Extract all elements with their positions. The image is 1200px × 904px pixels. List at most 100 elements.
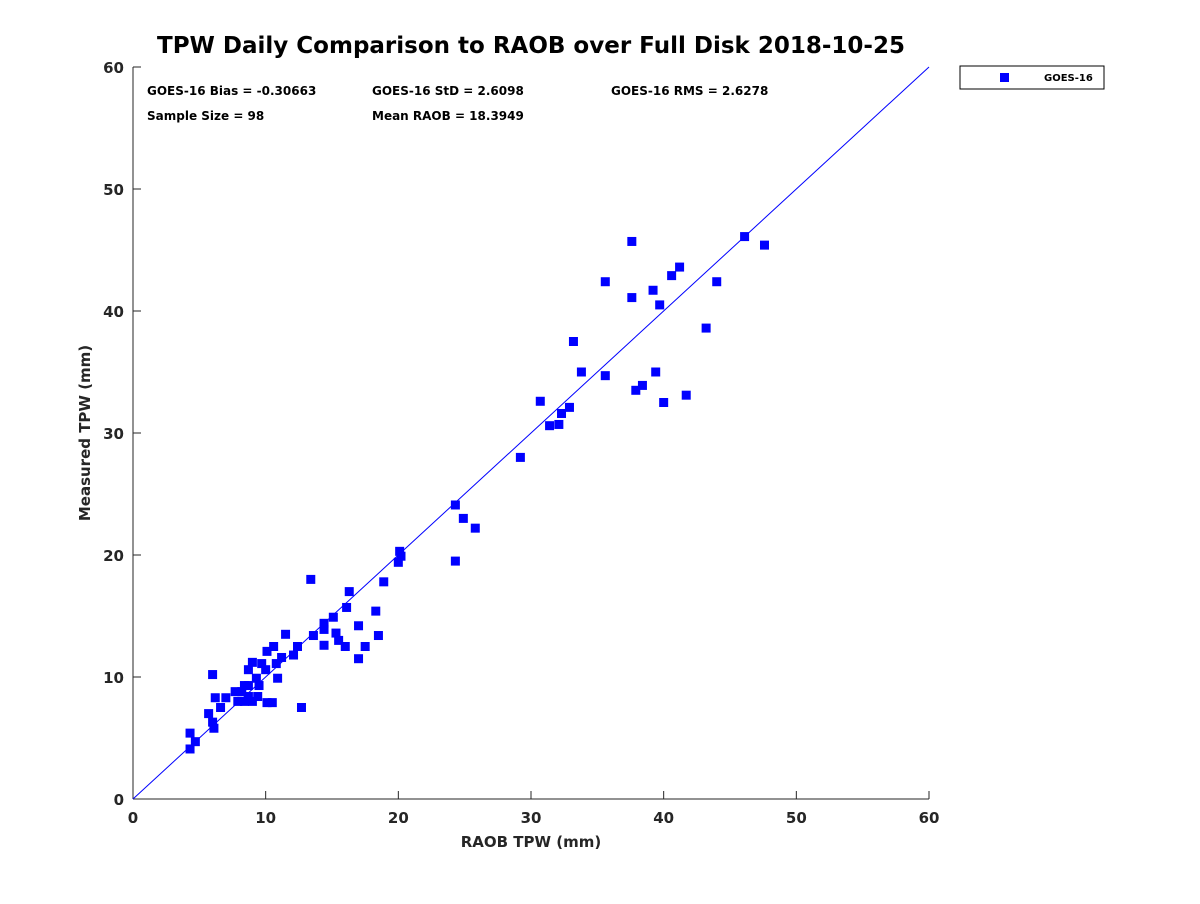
data-point	[328, 612, 338, 622]
data-point	[334, 635, 344, 645]
data-point	[379, 577, 389, 587]
data-point	[319, 624, 329, 634]
data-point	[247, 696, 257, 706]
y-tick-label: 40	[103, 303, 124, 321]
data-point	[450, 556, 460, 566]
data-point	[210, 693, 220, 703]
data-point	[659, 398, 669, 407]
data-point	[631, 385, 641, 395]
data-point	[253, 692, 263, 702]
x-tick-label: 20	[388, 809, 409, 827]
data-point	[393, 557, 403, 567]
y-tick-label: 30	[103, 425, 124, 443]
legend-label: GOES-16	[1044, 73, 1093, 84]
data-point	[308, 631, 318, 641]
data-point	[243, 665, 253, 675]
data-point	[319, 640, 329, 650]
data-point	[262, 646, 272, 656]
y-tick-label: 10	[103, 669, 124, 687]
data-point	[273, 673, 283, 683]
data-point	[190, 737, 200, 747]
data-point	[600, 277, 610, 287]
data-point	[554, 419, 564, 429]
data-point	[331, 628, 341, 638]
data-point	[360, 642, 370, 651]
data-point	[233, 696, 243, 706]
data-point	[470, 523, 480, 533]
data-point	[230, 687, 240, 697]
x-tick-label: 40	[653, 809, 674, 827]
data-point	[667, 271, 677, 281]
stat-bias: GOES-16 Bias = -0.30663	[147, 84, 316, 98]
data-points	[185, 232, 769, 754]
data-point	[701, 323, 711, 333]
stat-sample-size: Sample Size = 98	[147, 109, 264, 123]
data-point	[535, 396, 545, 406]
data-point	[208, 717, 218, 727]
x-tick-label: 0	[128, 809, 138, 827]
data-point	[237, 687, 247, 697]
data-point	[371, 606, 381, 616]
y-axis-label: Measured TPW (mm)	[76, 345, 94, 521]
data-point	[261, 665, 271, 675]
data-point	[239, 681, 249, 691]
x-tick-label: 50	[786, 809, 807, 827]
data-point	[247, 657, 257, 667]
data-point	[655, 300, 665, 310]
data-point	[269, 642, 279, 651]
data-point	[293, 642, 303, 651]
stat-std: GOES-16 StD = 2.6098	[372, 84, 524, 98]
stat-rms: GOES-16 RMS = 2.6278	[611, 84, 768, 98]
data-point	[257, 659, 267, 669]
data-point	[564, 402, 574, 412]
data-point	[545, 421, 555, 431]
x-tick-label: 60	[919, 809, 940, 827]
data-point	[185, 744, 195, 754]
data-point	[221, 693, 231, 703]
y-tick-label: 0	[114, 791, 124, 809]
legend: GOES-16	[959, 65, 1105, 90]
data-point	[344, 587, 354, 597]
x-axis-label: RAOB TPW (mm)	[461, 833, 602, 851]
data-point	[243, 692, 253, 702]
data-point	[627, 236, 637, 246]
data-point	[251, 673, 261, 683]
data-point	[627, 293, 637, 303]
data-point	[648, 285, 658, 295]
data-point	[354, 621, 364, 631]
data-point	[271, 659, 281, 669]
data-point	[712, 277, 722, 287]
data-point	[281, 629, 291, 639]
data-point	[340, 642, 350, 651]
y-tick-label: 20	[103, 547, 124, 565]
legend-marker	[1000, 73, 1009, 82]
data-point	[395, 546, 405, 556]
y-tick-label: 50	[103, 181, 124, 199]
data-point	[515, 452, 525, 462]
data-point	[216, 703, 226, 712]
data-point	[296, 703, 306, 712]
data-point	[681, 390, 691, 400]
data-point	[740, 232, 750, 242]
y-tick-label: 60	[103, 59, 124, 77]
data-point	[254, 681, 264, 691]
data-point	[289, 650, 299, 660]
data-point	[576, 367, 586, 377]
one-to-one-line	[132, 66, 930, 800]
data-point	[568, 337, 578, 346]
data-point	[651, 367, 661, 377]
x-tick-label: 10	[255, 809, 276, 827]
data-point	[319, 618, 329, 628]
legend-box	[959, 65, 1105, 90]
data-point	[204, 709, 214, 719]
data-point	[458, 513, 468, 523]
data-point	[306, 574, 316, 584]
data-point	[759, 240, 769, 250]
data-point	[277, 652, 287, 662]
data-point	[600, 371, 610, 381]
data-point	[396, 551, 406, 561]
data-point	[450, 500, 460, 510]
data-point	[239, 696, 249, 706]
data-point	[637, 380, 647, 390]
